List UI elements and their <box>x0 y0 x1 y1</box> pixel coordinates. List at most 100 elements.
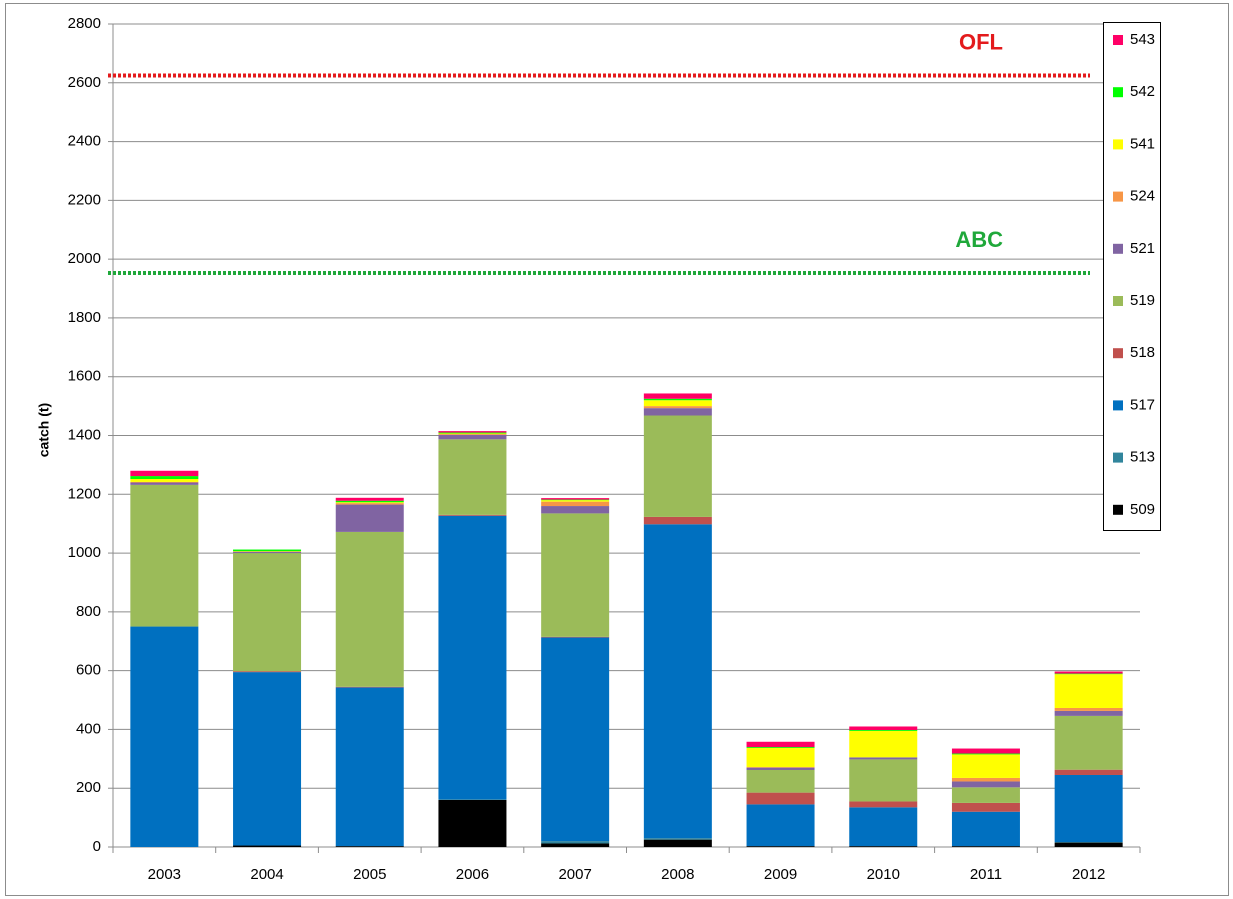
bar-segment <box>1054 774 1123 843</box>
bar-segment <box>643 400 712 407</box>
bar-segment <box>541 636 610 638</box>
bar-segment <box>438 799 507 847</box>
legend-label: 513 <box>1130 449 1155 466</box>
legend-swatch <box>1113 452 1123 463</box>
y-tick-label: 200 <box>76 779 101 796</box>
bar-segment <box>541 637 610 842</box>
bar-segment <box>130 484 199 627</box>
y-tick-label: 2600 <box>68 74 101 91</box>
x-tick-label: 2005 <box>353 866 386 883</box>
legend-swatch <box>1113 348 1123 359</box>
bar-segment <box>335 503 404 505</box>
bar-segment <box>335 500 404 503</box>
bar-segment <box>951 777 1020 782</box>
bar-segment <box>951 787 1020 803</box>
x-tick-label: 2011 <box>970 866 1002 883</box>
bar-segment <box>1054 710 1123 716</box>
y-tick-label: 1600 <box>68 368 101 385</box>
bar-segment <box>746 769 815 793</box>
bar-segment <box>130 626 199 847</box>
legend-label: 518 <box>1130 344 1155 361</box>
x-tick-label: 2012 <box>1072 866 1105 883</box>
bar-segment <box>1054 707 1123 711</box>
bar-segment <box>643 408 712 416</box>
y-tick-label: 400 <box>76 720 101 737</box>
bar-segment <box>849 759 918 802</box>
bar-segment <box>643 838 712 840</box>
bar-segment <box>849 757 918 760</box>
bar-segment <box>541 513 610 637</box>
bar-segment <box>643 516 712 525</box>
bar-segment <box>541 843 610 847</box>
reference-label: ABC <box>955 227 1003 252</box>
bar-segment <box>130 481 199 483</box>
bar-segment <box>849 807 918 847</box>
bar-segment <box>746 747 815 748</box>
x-tick-label: 2006 <box>456 866 489 883</box>
bar-segment <box>335 686 404 688</box>
bar-segment <box>746 741 815 748</box>
bar-segment <box>438 433 507 435</box>
legend-label: 541 <box>1130 135 1155 152</box>
bar-segment <box>438 434 507 435</box>
bar-segment <box>438 432 507 434</box>
bar-segment <box>130 479 199 482</box>
bar-segment <box>541 506 610 514</box>
legend-box <box>1103 22 1161 531</box>
bar-segment <box>951 781 1020 788</box>
bar-segment <box>233 845 302 847</box>
bar-segment <box>746 804 815 847</box>
bar-segment <box>233 671 302 673</box>
bar-segment <box>233 549 302 552</box>
bar-segment <box>541 500 610 502</box>
bar-segment <box>541 841 610 844</box>
x-tick-label: 2007 <box>558 866 591 883</box>
x-tick-label: 2010 <box>867 866 900 883</box>
legend-swatch <box>1113 504 1123 515</box>
bar-segment <box>438 515 507 800</box>
bar-segment <box>438 434 507 440</box>
legend-label: 521 <box>1130 240 1155 257</box>
y-tick-label: 1400 <box>68 426 101 443</box>
x-tick-label: 2004 <box>250 866 283 883</box>
x-tick-label: 2009 <box>764 866 797 883</box>
bar-segment <box>233 551 302 552</box>
bar-segment <box>1054 769 1123 775</box>
legend-label: 524 <box>1130 188 1155 205</box>
bar-segment <box>438 799 507 800</box>
y-tick-label: 800 <box>76 603 101 620</box>
y-tick-label: 600 <box>76 662 101 679</box>
y-axis-label: catch (t) <box>36 403 52 457</box>
bar-segment <box>233 672 302 846</box>
bar-segment <box>849 730 918 758</box>
bar-segment <box>130 482 199 485</box>
bar-segment <box>335 846 404 847</box>
legend-swatch <box>1113 191 1123 202</box>
bar-segment <box>233 553 302 672</box>
bar-segment <box>438 431 507 433</box>
bar-segment <box>335 497 404 501</box>
bar-segment <box>541 498 610 500</box>
y-tick-label: 0 <box>93 838 101 855</box>
bar-segment <box>233 551 302 554</box>
legend-swatch <box>1113 400 1123 411</box>
bar-segment <box>335 504 404 532</box>
bar-segment <box>746 767 815 770</box>
bar-segment <box>746 792 815 805</box>
y-tick-label: 2400 <box>68 133 101 150</box>
bar-segment <box>849 801 918 808</box>
bar-segment <box>643 393 712 399</box>
bar-segment <box>951 846 1020 847</box>
bar-segment <box>849 730 918 731</box>
bar-segment <box>951 811 1020 847</box>
bar-segment <box>1054 671 1123 674</box>
bar-segment <box>643 415 712 517</box>
chart-frame <box>5 3 1229 896</box>
y-tick-label: 2000 <box>68 250 101 267</box>
bar-segment <box>746 747 815 768</box>
legend-swatch <box>1113 87 1123 98</box>
legend-swatch <box>1113 296 1123 306</box>
y-tick-label: 2200 <box>68 191 101 208</box>
legend-swatch <box>1113 139 1123 150</box>
bar-segment <box>849 726 918 731</box>
